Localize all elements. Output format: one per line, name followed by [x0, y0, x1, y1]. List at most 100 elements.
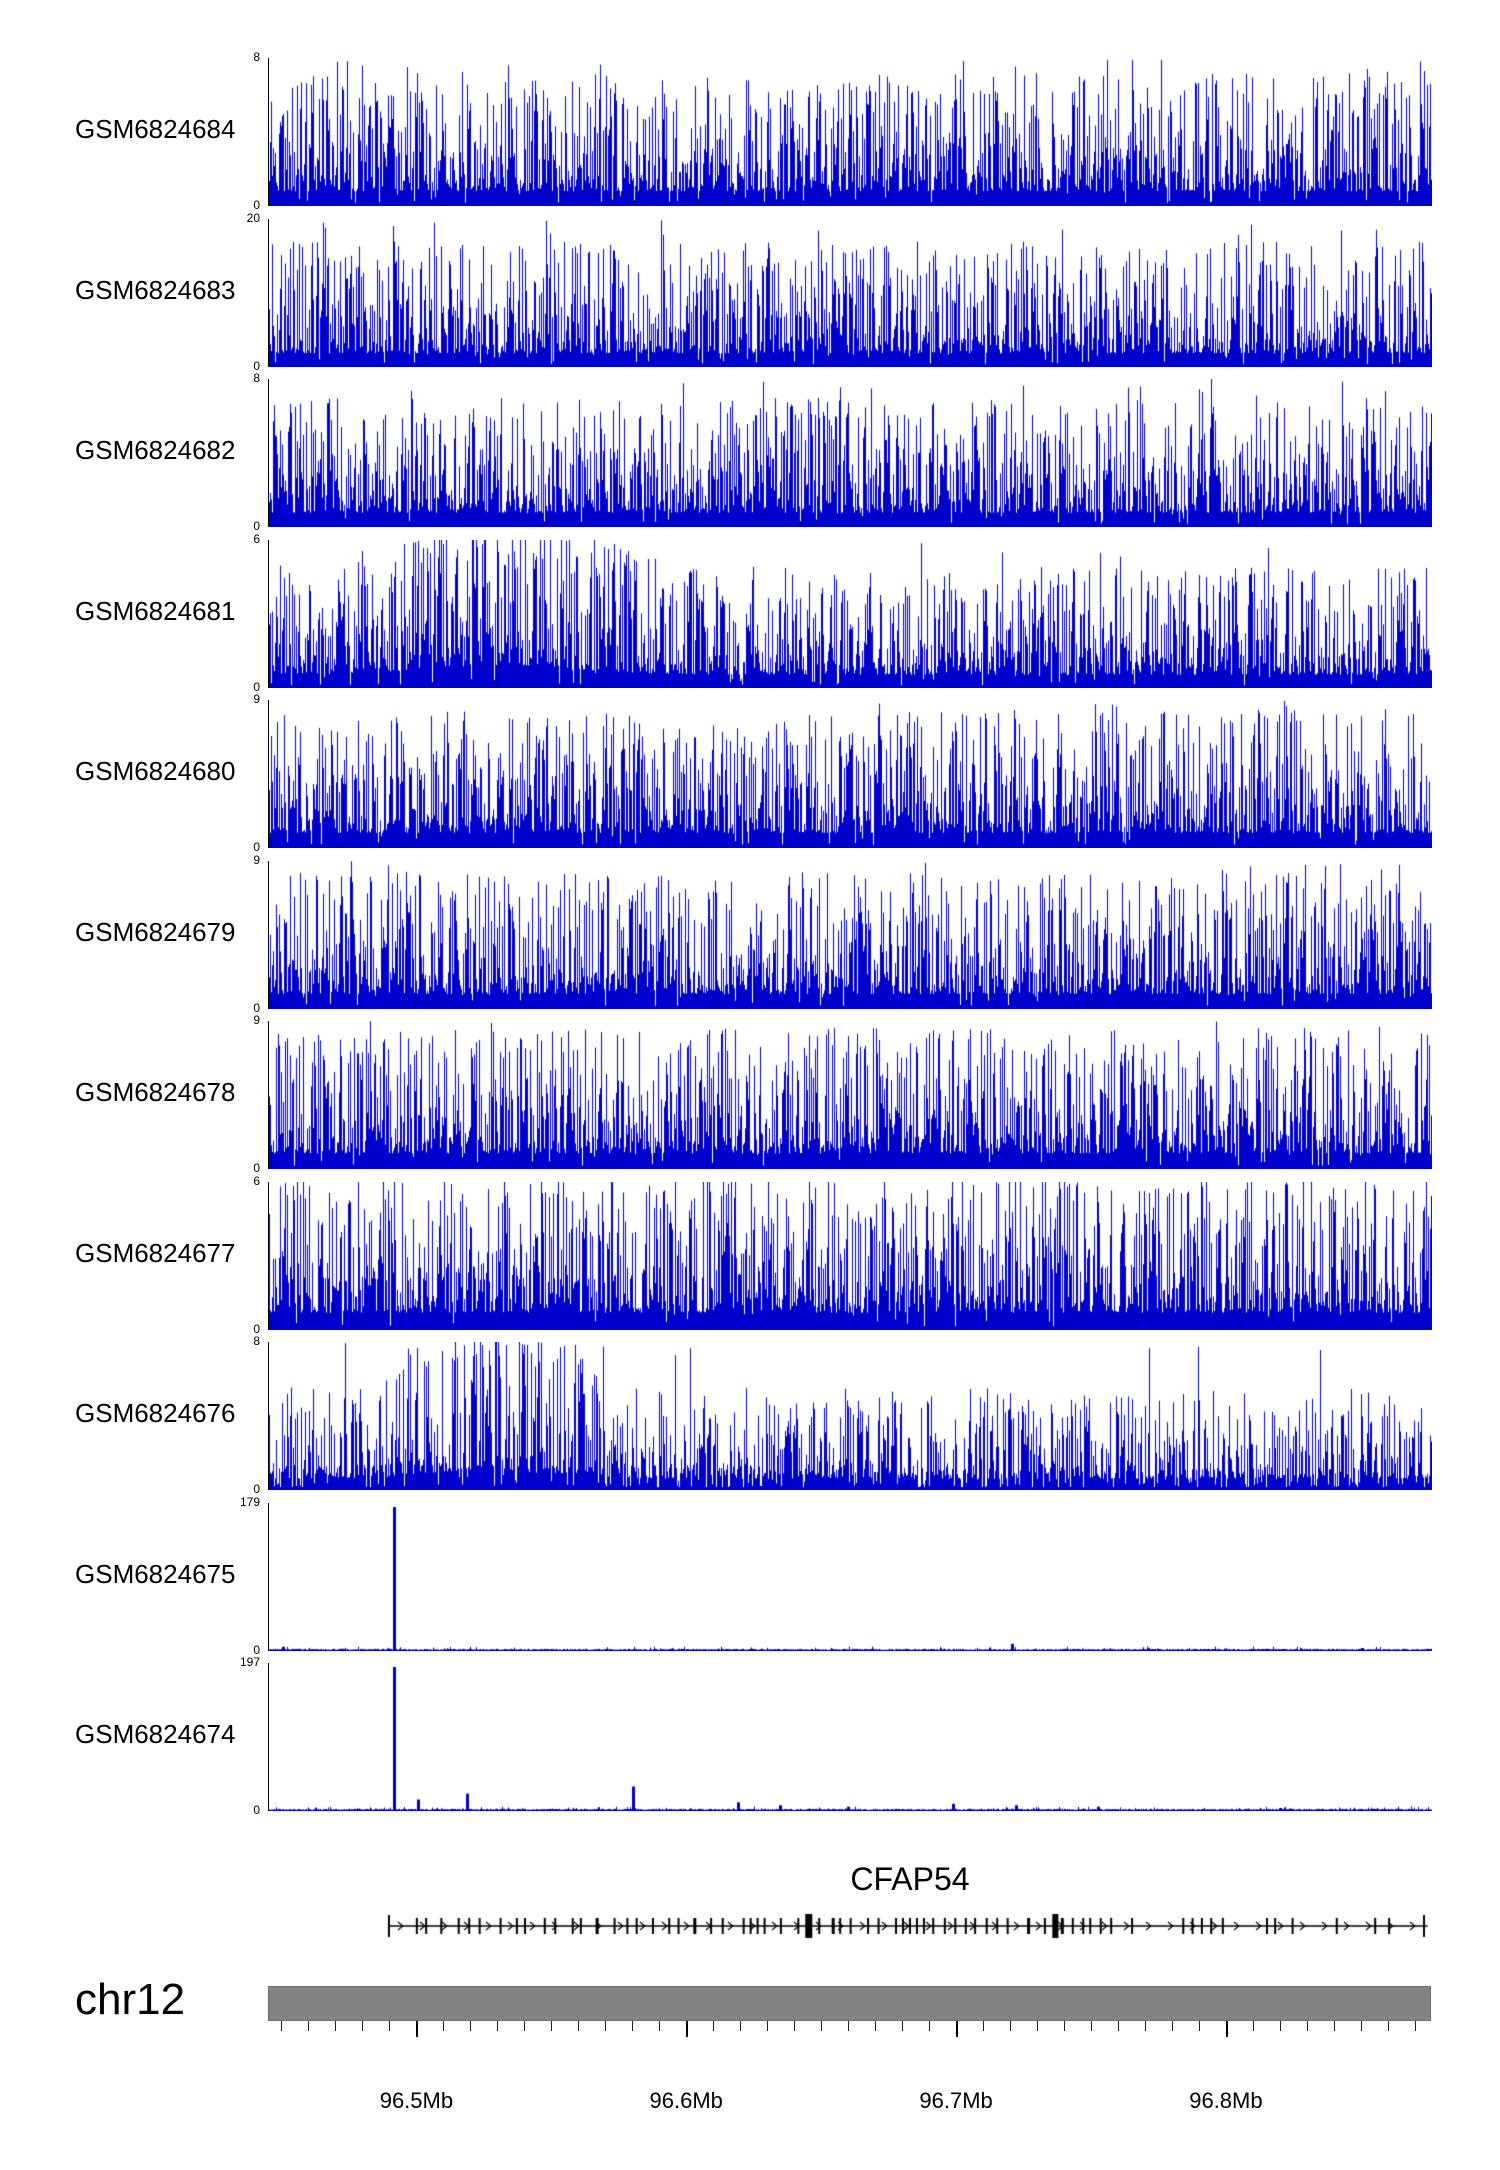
ruler-minor-tick [848, 2021, 850, 2031]
y-axis-max-label: 6 [253, 1173, 260, 1188]
y-axis-zero-label: 0 [253, 1321, 260, 1336]
coverage-track-row: GSM6824678 9 0 [0, 1014, 1500, 1174]
coverage-signal-canvas [268, 58, 1432, 206]
ruler-minor-tick [1010, 2021, 1012, 2031]
track-label: GSM6824678 [75, 1077, 236, 1107]
y-axis-zero-label: 0 [253, 1642, 260, 1657]
ruler-minor-tick [1252, 2021, 1254, 2031]
coverage-track-row: GSM6824679 9 0 [0, 854, 1500, 1014]
y-axis-zero-label: 0 [253, 1482, 260, 1496]
y-axis-zero-label: 0 [253, 198, 260, 212]
ruler-major-tick [956, 2021, 959, 2037]
coverage-signal-canvas [268, 860, 1432, 1009]
coverage-signal-canvas [268, 700, 1432, 848]
ruler-minor-tick [1387, 2021, 1389, 2031]
coverage-track-row: GSM6824682 8 0 [0, 372, 1500, 532]
ruler-minor-tick [740, 2021, 742, 2031]
y-axis-zero-label: 0 [253, 679, 260, 694]
ruler-major-tick [1225, 2021, 1228, 2037]
y-axis-max-label: 20 [246, 210, 260, 225]
y-axis-max-label: 8 [253, 1334, 260, 1348]
coverage-signal-canvas [268, 1663, 1432, 1811]
ruler-major-tick [416, 2021, 419, 2037]
coverage-track-row: GSM6824674 197 0 [0, 1656, 1500, 1816]
ruler-minor-tick [1279, 2021, 1281, 2031]
track-label: GSM6824681 [75, 595, 236, 626]
ruler-minor-tick [1333, 2021, 1335, 2031]
y-axis-max-label: 9 [253, 692, 260, 706]
ruler-minor-tick [551, 2021, 553, 2031]
track-label: GSM6824683 [75, 274, 236, 305]
y-axis-zero-label: 0 [253, 519, 260, 533]
ruler-minor-tick [281, 2021, 283, 2031]
ruler-minor-tick [983, 2021, 985, 2031]
coverage-signal-canvas [268, 539, 1432, 688]
track-label: GSM6824684 [75, 114, 236, 144]
ruler-minor-tick [335, 2021, 337, 2031]
y-axis-zero-label: 0 [253, 1000, 260, 1015]
coverage-track-row: GSM6824684 8 0 [0, 51, 1500, 211]
y-axis-max-label: 9 [253, 1013, 260, 1027]
ruler-minor-tick [1117, 2021, 1119, 2031]
ruler-major-tick [686, 2021, 689, 2037]
ruler-minor-tick [1360, 2021, 1362, 2031]
ruler-minor-tick [1091, 2021, 1092, 2031]
coverage-signal-canvas [268, 1181, 1432, 1330]
ruler-minor-tick [308, 2021, 310, 2031]
y-axis-max-label: 8 [253, 371, 260, 385]
ruler-minor-tick [578, 2021, 580, 2031]
track-label: GSM6824682 [75, 435, 236, 465]
ruler-minor-tick [875, 2021, 877, 2031]
coordinate-label: 96.8Mb [1189, 2088, 1263, 2113]
ruler-minor-tick [470, 2021, 472, 2031]
chromosome-ideogram-bar [268, 1986, 1431, 2021]
coverage-track-row: GSM6824680 9 0 [0, 693, 1500, 853]
ruler-minor-tick [794, 2021, 796, 2031]
gene-name-label: CFAP54 [850, 1861, 970, 1897]
coverage-signal-canvas [268, 1021, 1432, 1169]
y-axis-max-label: 8 [253, 50, 260, 64]
track-label: GSM6824676 [75, 1398, 236, 1428]
y-axis-max-label: 6 [253, 531, 260, 546]
ruler-minor-tick [497, 2021, 499, 2031]
coordinate-label: 96.7Mb [919, 2088, 993, 2113]
track-label: GSM6824679 [75, 916, 236, 947]
ruler-minor-tick [767, 2021, 769, 2031]
coordinate-label: 96.5Mb [379, 2088, 454, 2113]
coordinate-label: 96.6Mb [649, 2088, 723, 2113]
coverage-track-row: GSM6824677 6 0 [0, 1175, 1500, 1335]
y-axis-zero-label: 0 [253, 358, 260, 373]
ruler-minor-tick [389, 2021, 391, 2031]
ruler-minor-tick [659, 2021, 661, 2031]
y-axis-zero-label: 0 [253, 1161, 260, 1175]
ruler-minor-tick [632, 2021, 634, 2031]
y-axis-zero-label: 0 [253, 840, 260, 854]
ruler-minor-tick [1306, 2021, 1308, 2031]
chromosome-label: chr12 [75, 1975, 186, 2024]
ruler-minor-tick [821, 2021, 823, 2031]
y-axis-max-label: 9 [253, 852, 260, 867]
ruler-minor-tick [443, 2021, 445, 2031]
ruler-minor-tick [362, 2021, 364, 2031]
ruler-minor-tick [1037, 2021, 1039, 2031]
ruler-minor-tick [1144, 2021, 1146, 2031]
coordinate-ruler [268, 2021, 1431, 2043]
y-axis-max-label: 179 [239, 1494, 260, 1509]
track-label: GSM6824674 [75, 1719, 236, 1749]
ruler-minor-tick [605, 2021, 607, 2031]
coverage-track-row: GSM6824676 8 0 [0, 1335, 1500, 1495]
track-label: GSM6824680 [75, 756, 236, 786]
ruler-minor-tick [1198, 2021, 1200, 2031]
coverage-signal-canvas [268, 1502, 1432, 1651]
coverage-signal-canvas [268, 218, 1432, 367]
ruler-minor-tick [1171, 2021, 1173, 2031]
track-label: GSM6824675 [75, 1558, 236, 1589]
coverage-signal-canvas [268, 1342, 1432, 1490]
ruler-minor-tick [713, 2021, 715, 2031]
coverage-track-row: GSM6824683 20 0 [0, 212, 1500, 372]
coverage-signal-canvas [268, 379, 1432, 527]
y-axis-zero-label: 0 [253, 1803, 260, 1817]
ruler-minor-tick [1064, 2021, 1066, 2031]
ruler-minor-tick [929, 2021, 931, 2031]
